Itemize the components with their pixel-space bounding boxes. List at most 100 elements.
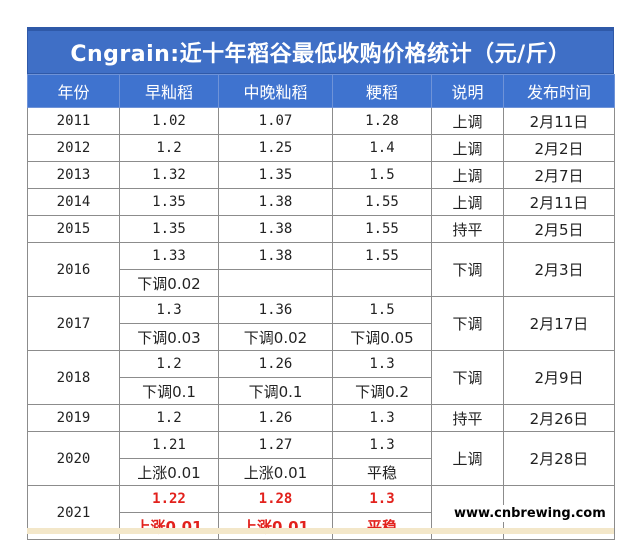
early-price-cell: 1.3: [119, 296, 219, 324]
date-cell: 2月17日: [503, 296, 615, 351]
date-cell: 2月7日: [503, 161, 615, 189]
early-price-cell: 1.2: [119, 404, 219, 432]
year-cell: 2013: [27, 161, 120, 189]
japonica-price-cell: 1.3: [332, 431, 432, 459]
japonica-price-cell: 1.5: [332, 296, 432, 324]
table-row: 2011 1.02 1.07 1.28 上调 2月11日: [27, 107, 615, 135]
table-row-change: 下调0.03 下调0.02 下调0.05: [28, 323, 615, 351]
year-cell: 2011: [27, 107, 120, 135]
early-price-cell: 1.33: [119, 242, 219, 270]
early-price-cell: 1.22: [119, 485, 219, 513]
mid-price-cell: 1.28: [218, 485, 333, 513]
header-release-date: 发布时间: [503, 74, 615, 108]
early-change-cell: 下调0.1: [119, 377, 219, 405]
date-cell: 2月11日: [503, 188, 615, 216]
japonica-price-cell: 1.55: [332, 188, 432, 216]
early-change-cell: 下调0.03: [119, 323, 219, 351]
early-price-cell: 1.21: [119, 431, 219, 459]
header-mid-late-indica: 中晚籼稻: [218, 74, 333, 108]
note-cell: 上调: [431, 107, 504, 135]
note-cell: 下调: [431, 350, 504, 405]
japonica-price-cell: 1.3: [332, 350, 432, 378]
table-row: 2019 1.2 1.26 1.3 持平 2月26日: [27, 404, 615, 432]
early-price-cell: 1.2: [119, 134, 219, 162]
year-cell: 2017: [27, 296, 120, 351]
note-cell: 上调: [431, 188, 504, 216]
header-note: 说明: [431, 74, 504, 108]
japonica-change-cell: 平稳: [332, 458, 432, 486]
mid-price-cell: 1.27: [218, 431, 333, 459]
header-year: 年份: [27, 74, 120, 108]
year-cell: 2019: [27, 404, 120, 432]
year-cell: 2016: [27, 242, 120, 297]
year-cell: 2020: [27, 431, 120, 486]
year-cell: 2014: [27, 188, 120, 216]
table-row: 2012 1.2 1.25 1.4 上调 2月2日: [27, 134, 615, 162]
mid-price-cell: 1.38: [218, 188, 333, 216]
header-japonica: 粳稻: [332, 74, 432, 108]
japonica-price-cell: 1.4: [332, 134, 432, 162]
early-change-cell: 上涨0.01: [119, 458, 219, 486]
table-row-change: 下调0.1 下调0.1 下调0.2: [28, 377, 615, 405]
note-cell: 上调: [431, 134, 504, 162]
top-frame-line: [27, 27, 614, 30]
table-row-change: 上涨0.01 上涨0.01 平稳: [28, 458, 615, 486]
note-cell: 持平: [431, 404, 504, 432]
early-price-cell: 1.35: [119, 188, 219, 216]
note-cell: 持平: [431, 215, 504, 243]
japonica-change-cell: [332, 269, 432, 297]
table-row: 2020 1.21 1.27 1.3 上调 2月28日: [27, 431, 615, 486]
note-cell: 上调: [431, 161, 504, 189]
early-price-cell: 1.02: [119, 107, 219, 135]
japonica-price-cell: 1.55: [332, 242, 432, 270]
watermark-text: www.cnbrewing.com: [452, 505, 608, 522]
early-change-cell: 上涨0.01: [119, 512, 219, 540]
mid-price-cell: 1.26: [218, 350, 333, 378]
japonica-price-cell: 1.28: [332, 107, 432, 135]
mid-price-cell: 1.26: [218, 404, 333, 432]
japonica-change-cell: 平稳: [332, 512, 432, 540]
mid-price-cell: 1.35: [218, 161, 333, 189]
year-cell: 2018: [27, 350, 120, 405]
note-cell: 下调: [431, 296, 504, 351]
japonica-change-cell: 下调0.05: [332, 323, 432, 351]
table-row-change: 下调0.02: [28, 269, 615, 297]
mid-change-cell: 下调0.1: [218, 377, 333, 405]
date-cell: 2月26日: [503, 404, 615, 432]
price-sheet: Cngrain:近十年稻谷最低收购价格统计（元/斤） 年份 早籼稻 中晚籼稻 粳…: [27, 30, 615, 540]
mid-change-cell: 下调0.02: [218, 323, 333, 351]
date-cell: 2月5日: [503, 215, 615, 243]
year-cell: 2012: [27, 134, 120, 162]
bottom-strip: [27, 528, 614, 534]
early-change-cell: 下调0.02: [119, 269, 219, 297]
mid-change-cell: 上涨0.01: [218, 512, 333, 540]
table-row: 2018 1.2 1.26 1.3 下调 2月9日: [27, 350, 615, 405]
japonica-price-cell: 1.3: [332, 404, 432, 432]
table-row: 2013 1.32 1.35 1.5 上调 2月7日: [27, 161, 615, 189]
mid-change-cell: [218, 269, 333, 297]
japonica-price-cell: 1.5: [332, 161, 432, 189]
date-cell: 2月11日: [503, 107, 615, 135]
year-cell: 2015: [27, 215, 120, 243]
note-cell: 下调: [431, 242, 504, 297]
japonica-price-cell: 1.55: [332, 215, 432, 243]
table-row: 2014 1.35 1.38 1.55 上调 2月11日: [27, 188, 615, 216]
table-row: 2016 1.33 1.38 1.55 下调 2月3日: [27, 242, 615, 297]
header-early-indica: 早籼稻: [119, 74, 219, 108]
early-price-cell: 1.32: [119, 161, 219, 189]
note-cell: 上调: [431, 431, 504, 486]
mid-price-cell: 1.25: [218, 134, 333, 162]
mid-price-cell: 1.38: [218, 242, 333, 270]
japonica-price-cell: 1.3: [332, 485, 432, 513]
mid-price-cell: 1.07: [218, 107, 333, 135]
price-table: 年份 早籼稻 中晚籼稻 粳稻 说明 发布时间 2011 1.02 1.07 1.…: [27, 74, 615, 540]
japonica-change-cell: 下调0.2: [332, 377, 432, 405]
header-row: 年份 早籼稻 中晚籼稻 粳稻 说明 发布时间: [27, 74, 615, 108]
mid-price-cell: 1.38: [218, 215, 333, 243]
early-price-cell: 1.2: [119, 350, 219, 378]
date-cell: 2月3日: [503, 242, 615, 297]
mid-price-cell: 1.36: [218, 296, 333, 324]
sheet-title: Cngrain:近十年稻谷最低收购价格统计（元/斤）: [27, 30, 614, 74]
mid-change-cell: 上涨0.01: [218, 458, 333, 486]
date-cell: 2月28日: [503, 431, 615, 486]
